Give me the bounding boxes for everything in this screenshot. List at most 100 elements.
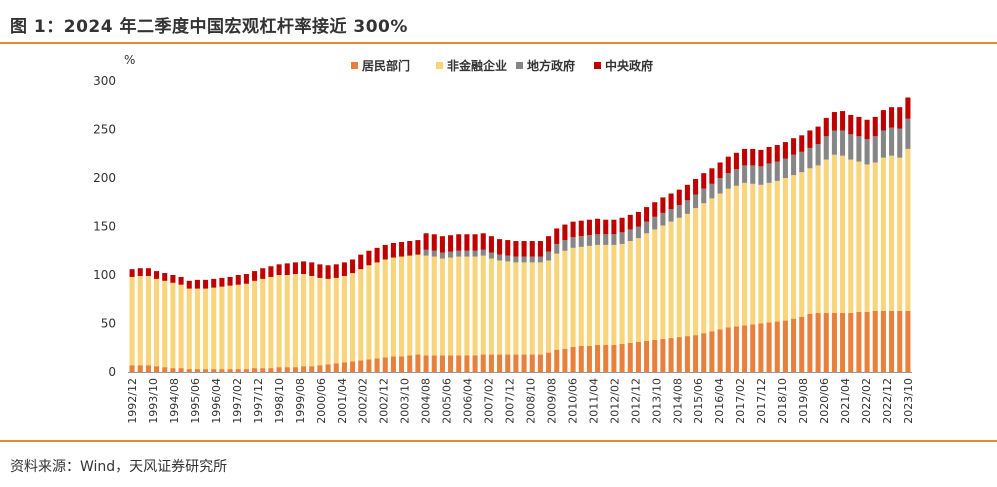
bar-segment-household bbox=[431, 355, 437, 372]
bar-segment-central bbox=[219, 277, 225, 287]
bar-segment-household bbox=[480, 354, 486, 372]
x-tick-label: 2022/12 bbox=[881, 378, 894, 424]
bar-segment-local bbox=[856, 136, 862, 162]
bar-segment-local bbox=[431, 250, 437, 257]
bar-segment-nonfin bbox=[586, 245, 592, 346]
bar-segment-nonfin bbox=[546, 260, 552, 353]
bar-segment-local bbox=[766, 163, 772, 183]
bar-segment-household bbox=[333, 363, 339, 372]
bar-segment-central bbox=[448, 235, 454, 252]
legend-label: 居民部门 bbox=[362, 58, 410, 73]
legend-swatch bbox=[516, 62, 523, 69]
bar-segment-local bbox=[897, 128, 903, 158]
bar-segment-local bbox=[603, 234, 609, 245]
bar-segment-household bbox=[856, 311, 862, 372]
x-tick-label: 2006/04 bbox=[462, 378, 475, 424]
bar-segment-nonfin bbox=[717, 193, 723, 330]
bar-segment-central bbox=[162, 273, 168, 281]
bar-segment-nonfin bbox=[864, 164, 870, 312]
bar-segment-central bbox=[203, 279, 209, 289]
bar-segment-local bbox=[652, 216, 658, 230]
bar-segment-nonfin bbox=[260, 278, 266, 369]
bar-segment-local bbox=[872, 136, 878, 163]
bar-segment-nonfin bbox=[635, 238, 641, 342]
bar-segment-local bbox=[684, 200, 690, 214]
bar-segment-local bbox=[546, 251, 552, 261]
bar-segment-household bbox=[693, 335, 699, 372]
bar-segment-household bbox=[570, 346, 576, 372]
bar-segment-central bbox=[472, 234, 478, 251]
bar-segment-central bbox=[276, 264, 282, 275]
bar-segment-nonfin bbox=[350, 273, 356, 362]
bar-segment-local bbox=[733, 169, 739, 186]
bar-segment-local bbox=[595, 234, 601, 245]
x-tick-label: 1993/10 bbox=[147, 378, 160, 424]
bar-segment-local bbox=[505, 255, 511, 262]
bar-segment-nonfin bbox=[905, 148, 911, 311]
bar-segment-local bbox=[611, 234, 617, 245]
bar-segment-household bbox=[521, 354, 527, 372]
bar-segment-central bbox=[807, 130, 813, 148]
bar-segment-central bbox=[317, 264, 323, 278]
bar-segment-nonfin bbox=[456, 256, 462, 356]
bottom-divider bbox=[0, 440, 997, 442]
bar-segment-nonfin bbox=[243, 283, 249, 370]
bar-segment-local bbox=[472, 250, 478, 257]
bar-segment-nonfin bbox=[284, 275, 290, 368]
x-tick-label: 2001/04 bbox=[336, 378, 349, 424]
bar-segment-household bbox=[276, 367, 282, 372]
bar-segment-local bbox=[488, 252, 494, 259]
bar-segment-local bbox=[750, 165, 756, 184]
bar-segment-central bbox=[635, 211, 641, 227]
bar-segment-household bbox=[211, 369, 217, 372]
bar-segment-household bbox=[284, 367, 290, 372]
bar-segment-central bbox=[562, 224, 568, 241]
x-tick-label: 2010/06 bbox=[566, 378, 579, 424]
x-tick-label: 2007/02 bbox=[483, 378, 496, 424]
bar-segment-central bbox=[856, 116, 862, 137]
bar-segment-central bbox=[292, 262, 298, 275]
bar-segment-central bbox=[145, 268, 151, 276]
bar-segment-local bbox=[717, 178, 723, 194]
bar-segment-nonfin bbox=[333, 277, 339, 364]
bar-segment-local bbox=[635, 226, 641, 239]
bar-segment-central bbox=[325, 265, 331, 279]
bar-segment-central bbox=[399, 242, 405, 257]
bar-segment-nonfin bbox=[488, 258, 494, 355]
bar-segment-household bbox=[317, 365, 323, 372]
bar-segment-local bbox=[619, 232, 625, 244]
bar-segment-household bbox=[505, 354, 511, 372]
bar-segment-central bbox=[815, 126, 821, 145]
bar-segment-central bbox=[791, 138, 797, 155]
bar-segment-central bbox=[864, 119, 870, 140]
bar-segment-central bbox=[374, 247, 380, 263]
bar-segment-household bbox=[366, 359, 372, 372]
bar-segment-nonfin bbox=[341, 275, 347, 363]
y-tick-label: 300 bbox=[93, 74, 116, 88]
bar-segment-household bbox=[701, 333, 707, 372]
bar-segment-nonfin bbox=[823, 159, 829, 313]
bar-segment-nonfin bbox=[497, 260, 503, 355]
x-tick-label: 2020/06 bbox=[818, 378, 831, 424]
bar-segment-nonfin bbox=[268, 276, 274, 369]
bar-segment-central bbox=[243, 274, 249, 284]
bar-segment-central bbox=[693, 178, 699, 195]
bar-segment-local bbox=[464, 250, 470, 257]
bar-segment-local bbox=[799, 151, 805, 173]
bar-segment-central bbox=[537, 241, 543, 257]
bar-segment-local bbox=[848, 134, 854, 160]
bar-segment-household bbox=[203, 369, 209, 372]
bar-segment-central bbox=[439, 236, 445, 253]
bar-segment-nonfin bbox=[880, 157, 886, 311]
bar-segment-nonfin bbox=[578, 246, 584, 346]
bar-segment-household bbox=[292, 367, 298, 372]
bar-segment-local bbox=[905, 118, 911, 149]
bar-segment-household bbox=[301, 366, 307, 372]
bar-segment-household bbox=[889, 310, 895, 372]
bar-segment-central bbox=[872, 116, 878, 137]
bar-segment-local bbox=[529, 256, 535, 263]
bar-segment-local bbox=[864, 139, 870, 165]
x-tick-label: 2005/06 bbox=[441, 378, 454, 424]
bar-segment-household bbox=[145, 365, 151, 372]
bar-segment-local bbox=[439, 252, 445, 259]
